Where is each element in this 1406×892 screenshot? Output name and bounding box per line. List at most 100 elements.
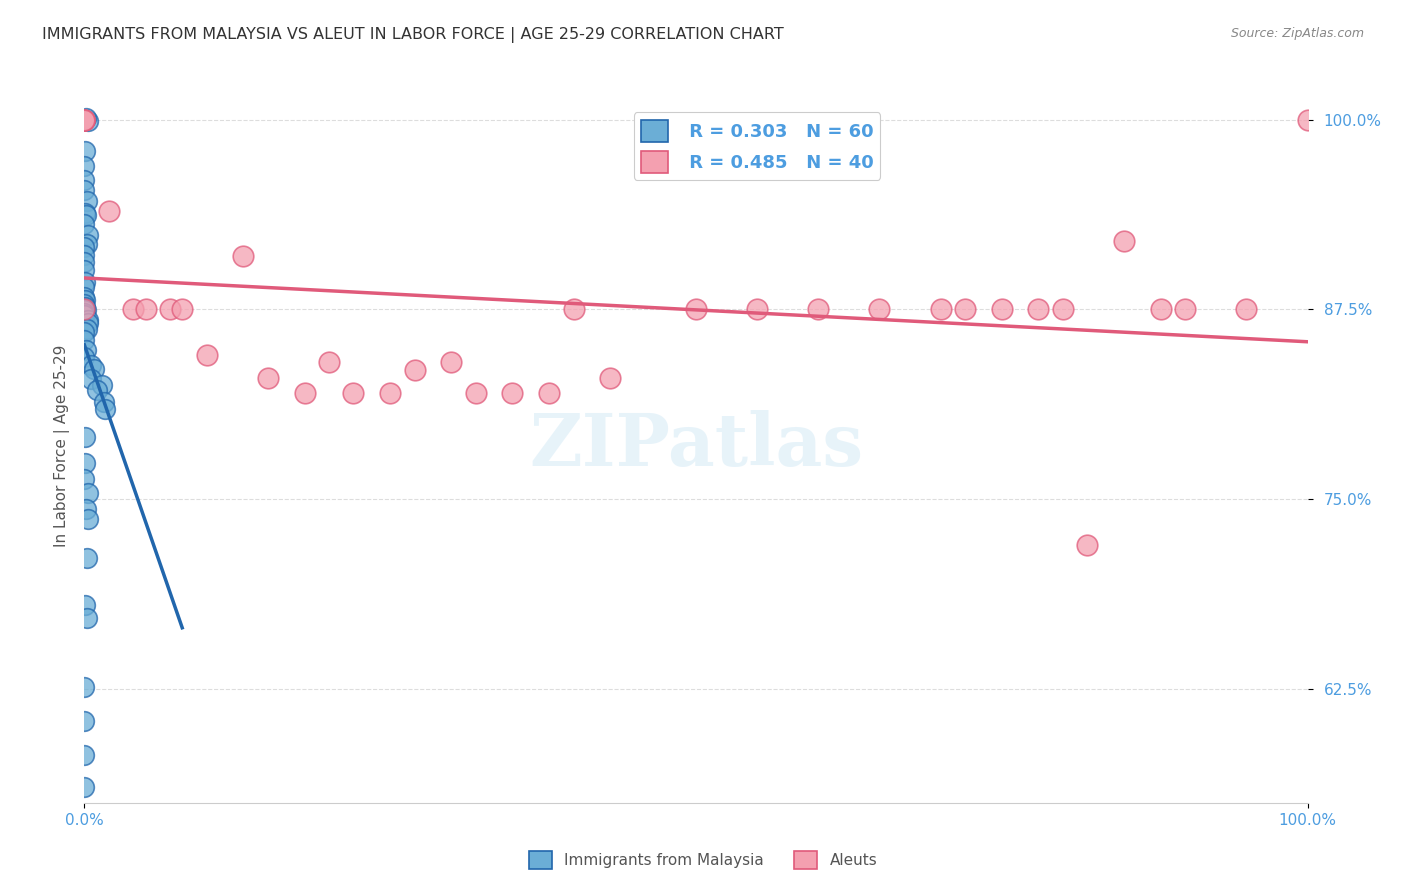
- Immigrants from Malaysia: [73, 472, 96, 486]
- Aleuts: [1296, 112, 1319, 127]
- Immigrants from Malaysia: [73, 289, 96, 303]
- Aleuts: [97, 203, 120, 218]
- Immigrants from Malaysia: [73, 183, 96, 197]
- Immigrants from Malaysia: [73, 309, 96, 323]
- Aleuts: [953, 302, 976, 317]
- Immigrants from Malaysia: [75, 144, 97, 158]
- Immigrants from Malaysia: [76, 237, 98, 252]
- Immigrants from Malaysia: [93, 395, 115, 409]
- Immigrants from Malaysia: [76, 322, 98, 336]
- Immigrants from Malaysia: [73, 780, 96, 795]
- Aleuts: [747, 302, 769, 317]
- Aleuts: [195, 348, 218, 362]
- Immigrants from Malaysia: [75, 598, 97, 612]
- Aleuts: [1174, 302, 1197, 317]
- Immigrants from Malaysia: [73, 160, 96, 174]
- Immigrants from Malaysia: [73, 248, 96, 262]
- Immigrants from Malaysia: [76, 228, 98, 243]
- Aleuts: [380, 385, 402, 400]
- Immigrants from Malaysia: [76, 512, 98, 526]
- Legend: Immigrants from Malaysia, Aleuts: Immigrants from Malaysia, Aleuts: [523, 845, 883, 875]
- Immigrants from Malaysia: [75, 206, 97, 220]
- Immigrants from Malaysia: [75, 293, 97, 307]
- Aleuts: [991, 302, 1014, 317]
- Aleuts: [73, 112, 96, 127]
- Aleuts: [1028, 302, 1050, 317]
- Text: Source: ZipAtlas.com: Source: ZipAtlas.com: [1230, 27, 1364, 40]
- Immigrants from Malaysia: [73, 351, 96, 365]
- Immigrants from Malaysia: [73, 255, 96, 269]
- Aleuts: [464, 385, 486, 400]
- Aleuts: [318, 355, 340, 369]
- Y-axis label: In Labor Force | Age 25-29: In Labor Force | Age 25-29: [55, 345, 70, 547]
- Aleuts: [73, 112, 96, 127]
- Text: ZIPatlas: ZIPatlas: [529, 410, 863, 482]
- Aleuts: [1076, 538, 1098, 552]
- Immigrants from Malaysia: [76, 312, 98, 326]
- Immigrants from Malaysia: [91, 378, 114, 392]
- Aleuts: [159, 302, 181, 317]
- Immigrants from Malaysia: [73, 333, 96, 347]
- Aleuts: [440, 355, 463, 369]
- Immigrants from Malaysia: [75, 308, 97, 322]
- Immigrants from Malaysia: [73, 217, 96, 231]
- Immigrants from Malaysia: [73, 456, 96, 470]
- Aleuts: [135, 302, 157, 317]
- Immigrants from Malaysia: [75, 343, 97, 358]
- Aleuts: [538, 385, 561, 400]
- Immigrants from Malaysia: [73, 302, 96, 317]
- Aleuts: [685, 302, 707, 317]
- Aleuts: [342, 385, 364, 400]
- Immigrants from Malaysia: [73, 680, 96, 694]
- Aleuts: [404, 363, 426, 377]
- Immigrants from Malaysia: [73, 303, 96, 318]
- Immigrants from Malaysia: [75, 501, 97, 516]
- Aleuts: [73, 112, 96, 127]
- Aleuts: [122, 302, 145, 317]
- Immigrants from Malaysia: [73, 301, 96, 315]
- Immigrants from Malaysia: [76, 316, 98, 330]
- Aleuts: [232, 249, 254, 263]
- Immigrants from Malaysia: [73, 305, 96, 319]
- Immigrants from Malaysia: [94, 401, 117, 416]
- Aleuts: [73, 302, 96, 317]
- Aleuts: [502, 385, 524, 400]
- Immigrants from Malaysia: [76, 485, 98, 500]
- Immigrants from Malaysia: [73, 325, 96, 339]
- Aleuts: [562, 302, 585, 317]
- Immigrants from Malaysia: [76, 194, 98, 209]
- Aleuts: [1114, 234, 1136, 248]
- Aleuts: [73, 112, 96, 127]
- Immigrants from Malaysia: [73, 747, 96, 762]
- Immigrants from Malaysia: [80, 372, 103, 386]
- Immigrants from Malaysia: [76, 114, 98, 128]
- Immigrants from Malaysia: [73, 300, 96, 314]
- Aleuts: [294, 385, 316, 400]
- Immigrants from Malaysia: [75, 111, 97, 125]
- Immigrants from Malaysia: [73, 113, 96, 128]
- Immigrants from Malaysia: [73, 301, 96, 316]
- Immigrants from Malaysia: [86, 384, 108, 398]
- Aleuts: [929, 302, 952, 317]
- Text: IMMIGRANTS FROM MALAYSIA VS ALEUT IN LABOR FORCE | AGE 25-29 CORRELATION CHART: IMMIGRANTS FROM MALAYSIA VS ALEUT IN LAB…: [42, 27, 785, 43]
- Aleuts: [1150, 302, 1173, 317]
- Immigrants from Malaysia: [73, 301, 96, 316]
- Aleuts: [1236, 302, 1258, 317]
- Immigrants from Malaysia: [75, 208, 97, 222]
- Immigrants from Malaysia: [80, 359, 103, 373]
- Immigrants from Malaysia: [73, 275, 96, 289]
- Immigrants from Malaysia: [73, 173, 96, 187]
- Immigrants from Malaysia: [73, 430, 96, 444]
- Immigrants from Malaysia: [73, 297, 96, 311]
- Immigrants from Malaysia: [73, 280, 96, 294]
- Immigrants from Malaysia: [83, 362, 105, 376]
- Aleuts: [73, 112, 96, 127]
- Immigrants from Malaysia: [76, 611, 98, 625]
- Aleuts: [1052, 302, 1074, 317]
- Aleuts: [807, 302, 830, 317]
- Immigrants from Malaysia: [73, 240, 96, 254]
- Aleuts: [869, 302, 891, 317]
- Aleuts: [257, 370, 280, 384]
- Immigrants from Malaysia: [73, 305, 96, 319]
- Legend:  R = 0.303   N = 60,  R = 0.485   N = 40: R = 0.303 N = 60, R = 0.485 N = 40: [634, 112, 880, 180]
